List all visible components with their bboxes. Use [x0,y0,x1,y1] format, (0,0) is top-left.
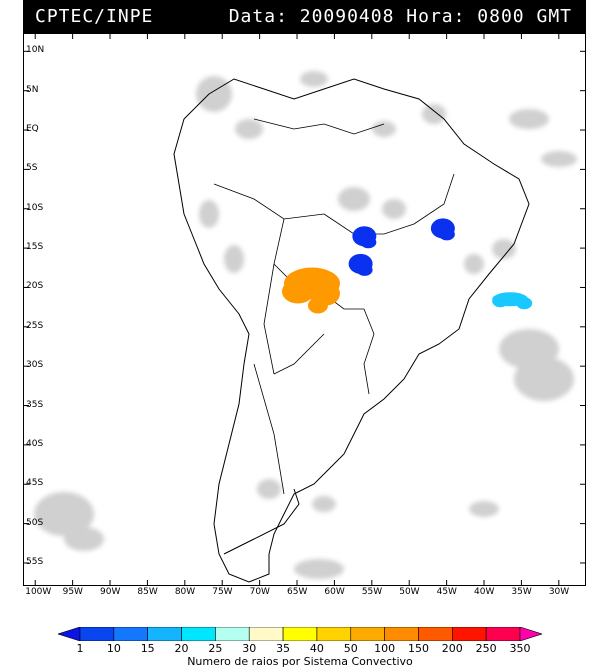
colorbar-swatch [215,627,250,641]
colorbar-arrow-left [58,627,81,641]
colorbar-tick-label: 1 [76,642,84,655]
lat-label: 20S [26,281,44,292]
lat-label: 35S [26,399,44,410]
colorbar-tick-label: 35 [276,642,291,655]
lon-label: 85W [137,587,158,597]
colorbar-tick-label: 150 [407,642,429,655]
colorbar-tick-label: 100 [374,642,396,655]
colorbar-swatch [384,627,419,641]
system-blob [516,297,533,310]
lon-label: 80W [174,587,196,597]
lat-label: 10N [26,45,45,56]
colorbar-tick-label: 250 [475,642,497,655]
lon-label: 30W [548,587,570,597]
colorbar-caption: Numero de raios por Sistema Convectivo [187,655,413,668]
lat-label: 5S [26,163,38,174]
lon-label: 95W [62,587,83,597]
lon-label: 75W [212,587,233,597]
lat-label: 15S [26,242,44,253]
colorbar-tick-label: 350 [509,642,531,655]
colorbar-swatch [316,627,352,641]
coastline-outline [173,78,530,583]
title-datetime: Data: 20090408 Hora: 0800 GMT [228,6,572,27]
lat-label: EQ [26,124,39,135]
lat-label: 25S [26,320,44,331]
system-blob [307,297,328,314]
convective-system [430,218,455,241]
colorbar-tick-label: 20 [174,642,189,655]
convective-system [348,253,373,276]
colorbar-tick-label: 25 [208,642,223,655]
lat-label: 45S [26,478,44,489]
system-blob [360,236,377,249]
lon-label: 50W [399,587,420,597]
cloud-cover [34,71,577,579]
lon-label: 100W [25,587,52,597]
colorbar-tick-label: 15 [140,642,155,655]
lon-label: 55W [361,587,383,597]
colorbar-swatch [452,627,487,641]
system-blob [281,279,314,304]
colorbar-swatch [485,627,521,641]
colorbar-swatch [282,627,318,641]
lon-label: 70W [249,587,270,597]
lat-label: 30S [26,360,44,371]
lat-label: 10S [26,202,44,213]
system-blob [438,228,455,241]
map-canvas [24,34,585,585]
colorbar-swatch [113,627,148,641]
title-source: CPTEC/INPE [35,6,154,27]
colorbar-swatch [147,627,182,641]
colorbar-swatch [350,627,385,641]
colorbar-swatch [181,627,216,641]
lat-label: 55S [26,556,44,567]
lat-label: 5N [26,84,39,95]
title-bar: CPTEC/INPE Data: 20090408 Hora: 0800 GMT [23,0,586,33]
colorbar-tick-label: 200 [441,642,463,655]
lon-label: 35W [511,587,532,597]
map-frame: 10N 5N EQ 5S 10S 15S 20S 25S 30S 35S 40S 45S 50S 55S … [23,33,586,597]
lon-label: 45W [436,587,457,597]
colorbar-swatch [418,627,453,641]
colorbar-tick-label: 50 [343,642,358,655]
convective-system [352,226,377,249]
colorbar [58,627,542,641]
system-blob [356,263,373,276]
lon-label: 90W [100,587,121,597]
lat-label: 50S [26,517,44,528]
grid-ticks [24,34,585,585]
convective-system [281,267,340,314]
colorbar-tick-label: 10 [106,642,121,655]
colorbar-swatch [79,627,115,641]
colorbar-swatch [248,627,284,641]
country-borders [213,118,455,495]
system-blob [492,295,509,308]
lon-label: 65W [287,587,308,597]
lat-label: 40S [26,438,44,449]
convective-systems [281,218,533,314]
colorbar-arrow-right [519,627,542,641]
lon-label: 40W [474,587,495,597]
colorbar-tick-label: 40 [309,642,324,655]
convective-system [492,292,533,310]
colorbar-tick-label: 30 [242,642,257,655]
lon-label: 60W [324,587,345,597]
